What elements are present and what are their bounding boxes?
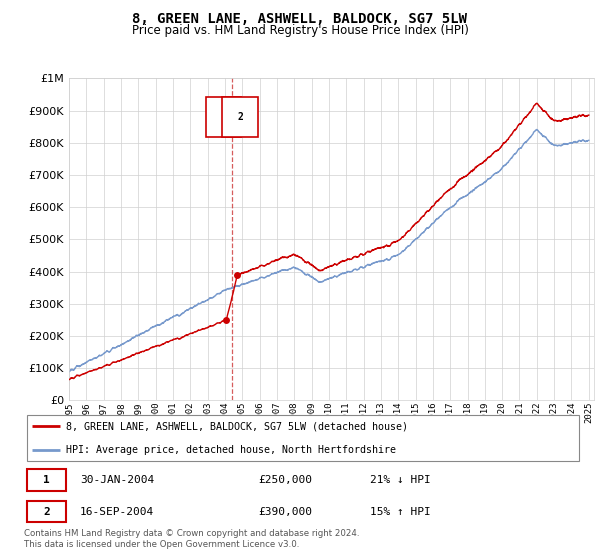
Text: Price paid vs. HM Land Registry's House Price Index (HPI): Price paid vs. HM Land Registry's House … xyxy=(131,24,469,36)
Text: 16-SEP-2004: 16-SEP-2004 xyxy=(80,506,154,516)
Text: £390,000: £390,000 xyxy=(259,506,313,516)
Text: HPI: Average price, detached house, North Hertfordshire: HPI: Average price, detached house, Nort… xyxy=(66,445,396,455)
Text: 2: 2 xyxy=(237,112,243,122)
Text: 30-JAN-2004: 30-JAN-2004 xyxy=(80,475,154,485)
FancyBboxPatch shape xyxy=(27,469,66,491)
Text: 2: 2 xyxy=(43,506,50,516)
Text: 8, GREEN LANE, ASHWELL, BALDOCK, SG7 5LW (detached house): 8, GREEN LANE, ASHWELL, BALDOCK, SG7 5LW… xyxy=(66,421,408,431)
Text: 1: 1 xyxy=(221,112,227,122)
Text: Contains HM Land Registry data © Crown copyright and database right 2024.
This d: Contains HM Land Registry data © Crown c… xyxy=(24,529,359,549)
FancyBboxPatch shape xyxy=(27,501,66,522)
Text: 8, GREEN LANE, ASHWELL, BALDOCK, SG7 5LW: 8, GREEN LANE, ASHWELL, BALDOCK, SG7 5LW xyxy=(133,12,467,26)
Text: 21% ↓ HPI: 21% ↓ HPI xyxy=(370,475,431,485)
FancyBboxPatch shape xyxy=(27,416,579,461)
Text: £250,000: £250,000 xyxy=(259,475,313,485)
Text: 15% ↑ HPI: 15% ↑ HPI xyxy=(370,506,431,516)
Text: 1: 1 xyxy=(43,475,50,485)
